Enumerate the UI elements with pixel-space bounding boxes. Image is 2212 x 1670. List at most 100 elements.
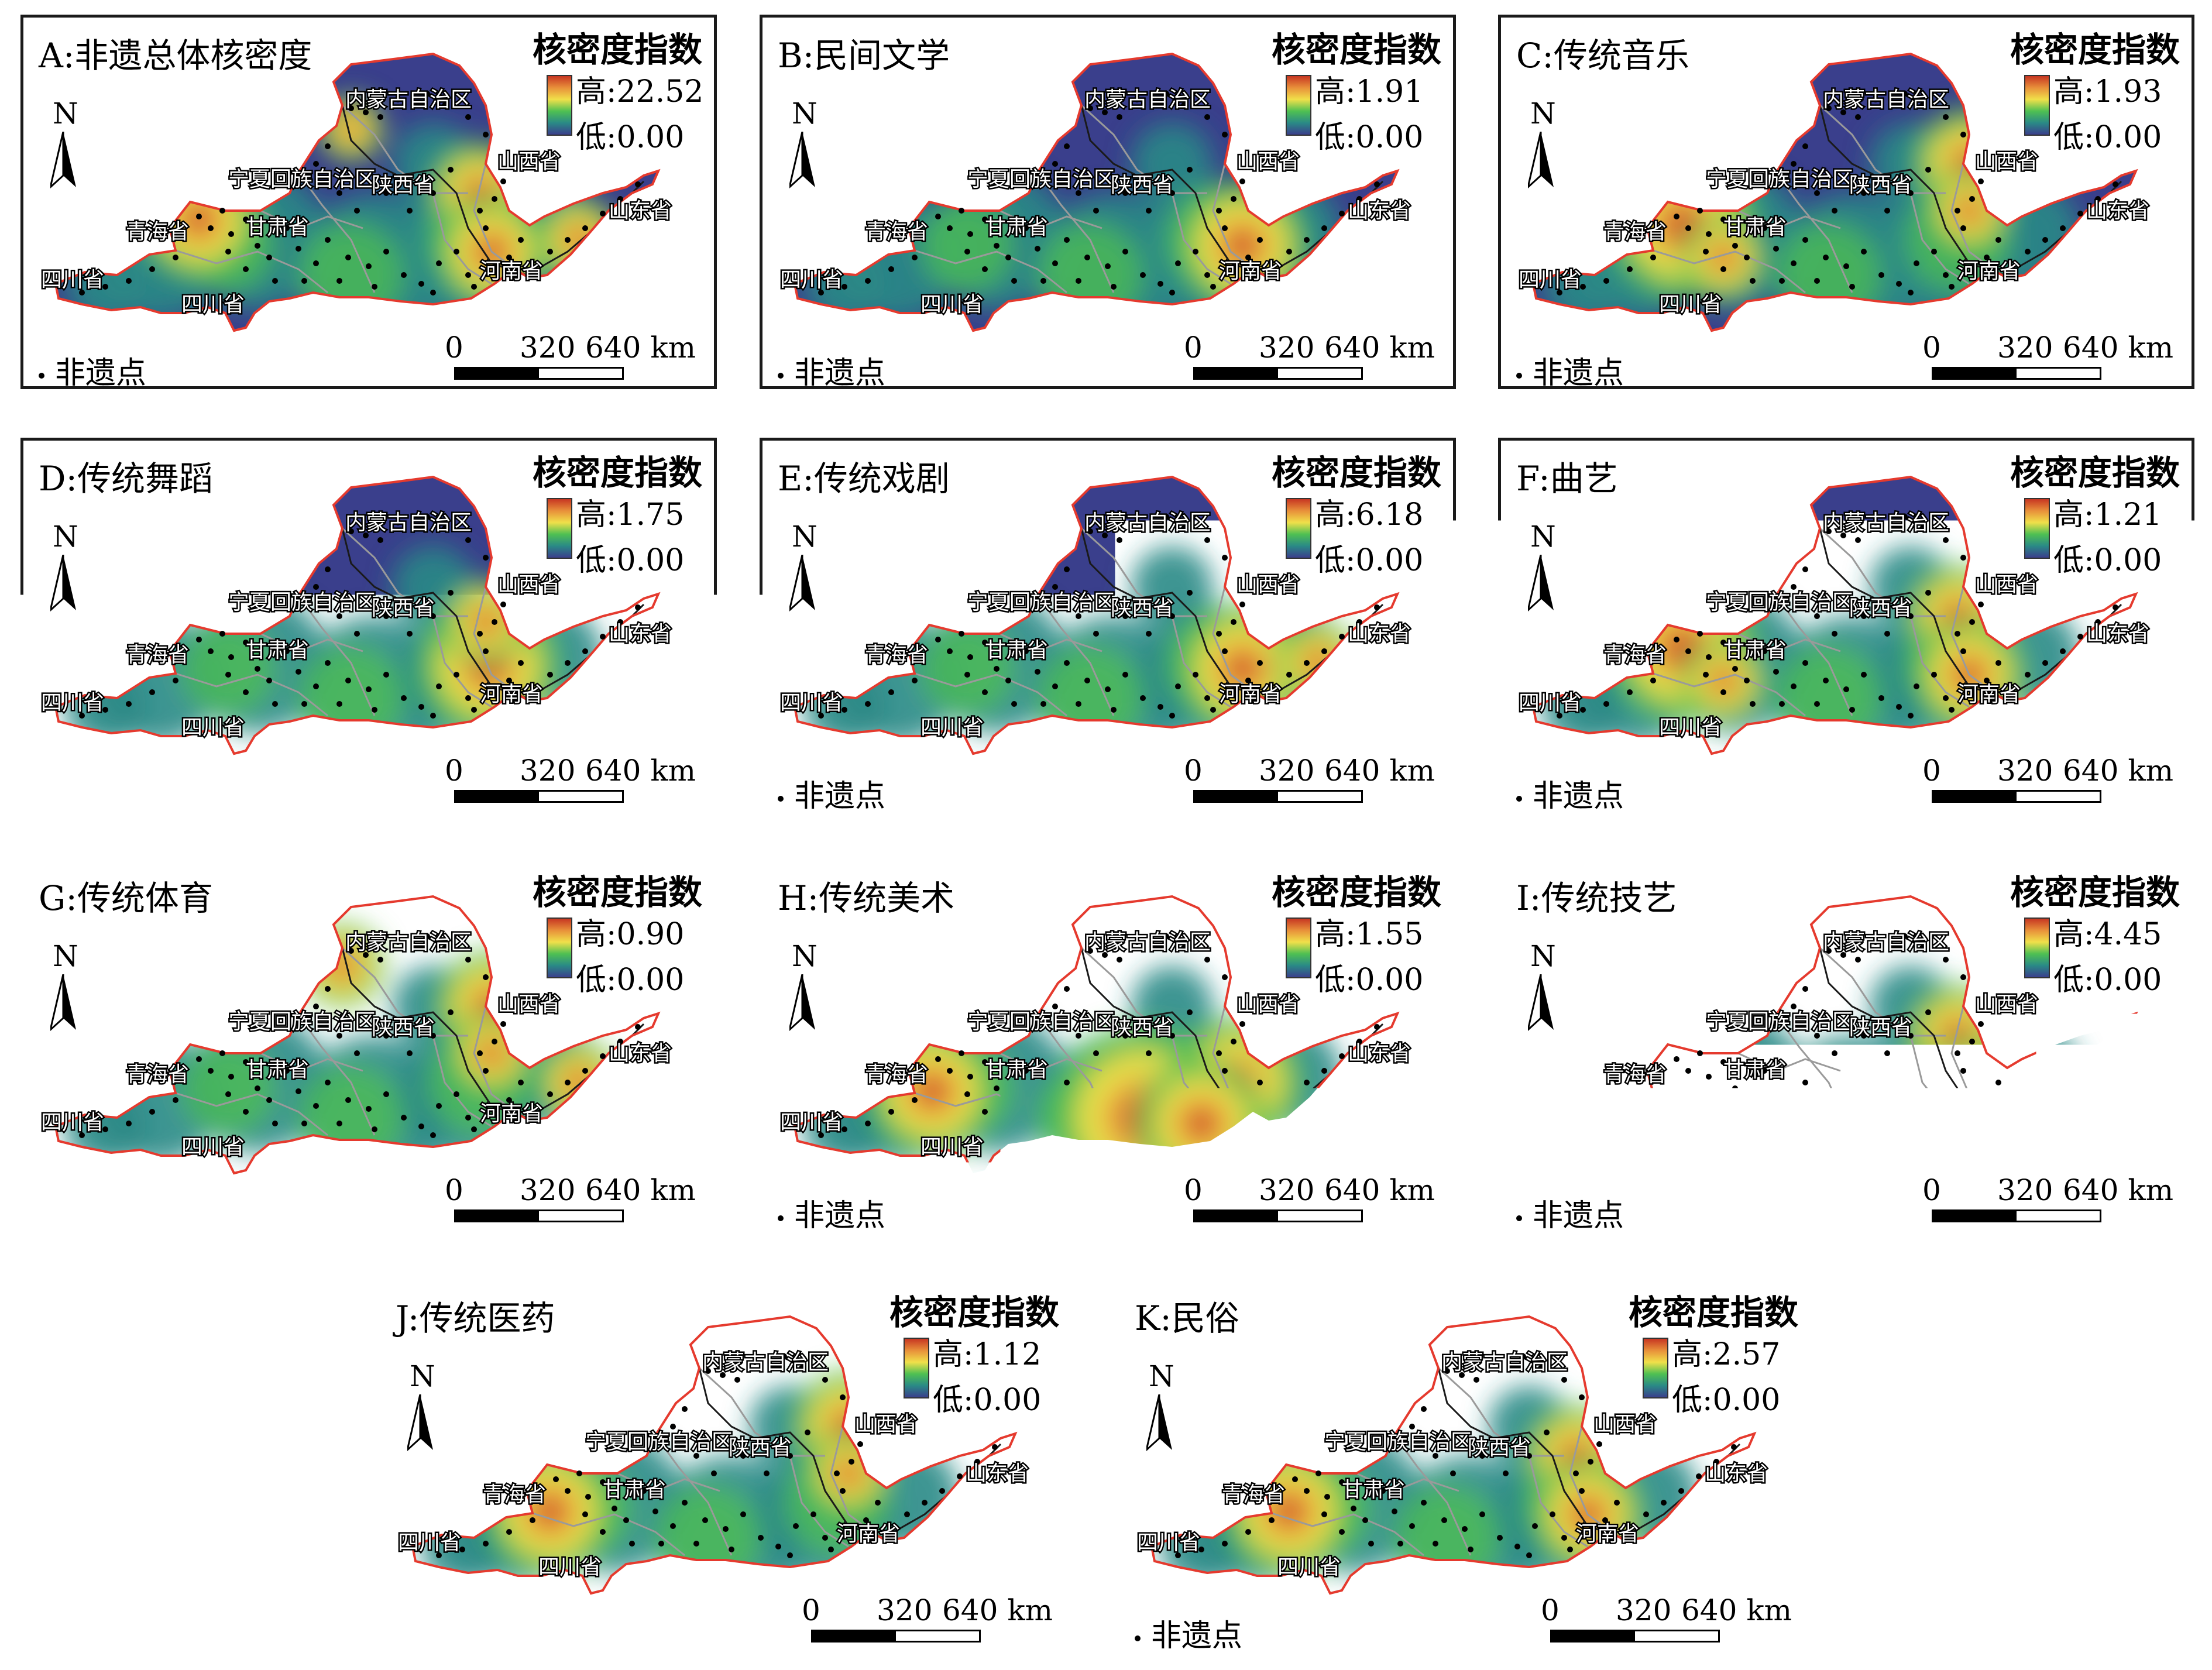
scale-bar: 0 320 640 km <box>1184 331 1371 383</box>
province-label: 河南省 <box>1219 1102 1282 1126</box>
province-label: 陕西省 <box>372 173 435 197</box>
province-label: 青海省 <box>1603 643 1667 667</box>
province-label: 四川省 <box>1519 691 1582 715</box>
map-panel: 内蒙古自治区 山西省 宁夏回族自治区 陕西省 山东省 青海省 甘肃省 河南省 四川省 四川省 J:传… <box>377 1277 1074 1652</box>
province-label: 陕西省 <box>1111 173 1174 197</box>
color-ramp <box>2024 75 2050 136</box>
scale-bar: 0 320 640 km <box>445 331 632 383</box>
province-label: 陕西省 <box>1849 1016 1912 1040</box>
legend-title: 核密度指数 <box>1272 445 1441 494</box>
province-label: 青海省 <box>865 220 928 244</box>
scale-label-max: 640 km <box>585 331 696 365</box>
panel-title: G:传统体育 <box>39 871 213 920</box>
density-legend: 核密度指数 高:6.18 低:0.00 <box>1272 445 1453 580</box>
scale-label-0: 0 <box>445 331 463 365</box>
province-label: 四川省 <box>1277 1555 1341 1579</box>
province-label: 宁夏回族自治区 <box>967 167 1115 191</box>
north-label: N <box>53 97 78 130</box>
density-legend: 核密度指数 高:1.12 低:0.00 <box>889 1285 1071 1420</box>
density-legend: 核密度指数 高:22.52 低:0.00 <box>533 22 714 157</box>
legend-title: 核密度指数 <box>533 445 702 494</box>
province-label: 青海省 <box>126 220 189 244</box>
province-label: 宁夏回族自治区 <box>967 590 1115 614</box>
province-label: 四川省 <box>41 268 104 292</box>
legend-low-label: 低:0.00 <box>576 535 684 579</box>
legend-title: 核密度指数 <box>2010 22 2180 71</box>
legend-low-label: 低:0.00 <box>2053 955 2162 999</box>
province-label: 四川省 <box>920 1135 984 1159</box>
north-label: N <box>792 939 818 973</box>
scale-bar-graphic <box>454 790 624 803</box>
points-legend: 非遗点 <box>39 348 146 389</box>
panel-title: J:传统医药 <box>396 1291 555 1340</box>
legend-title: 核密度指数 <box>2010 865 2180 914</box>
points-legend: 非遗点 <box>396 1611 503 1652</box>
scale-label-max: 640 km <box>942 1593 1053 1627</box>
points-legend: 非遗点 <box>1516 771 1624 812</box>
panel-title: E:传统戏剧 <box>778 451 950 500</box>
scale-bar-graphic <box>1932 1209 2101 1222</box>
density-legend: 核密度指数 高:1.75 低:0.00 <box>533 445 714 580</box>
province-label: 宁夏回族自治区 <box>1706 1010 1853 1034</box>
north-arrow-icon: N <box>46 520 92 619</box>
panel-title: F:曲艺 <box>1516 451 1618 500</box>
color-ramp <box>1286 75 1311 136</box>
province-label: 四川省 <box>1137 1531 1200 1555</box>
scale-label-max: 640 km <box>1681 1593 1792 1627</box>
province-label: 甘肃省 <box>1342 1478 1405 1502</box>
panel-title: H:传统美术 <box>778 871 954 920</box>
legend-title: 核密度指数 <box>533 22 702 71</box>
province-label: 青海省 <box>483 1483 546 1507</box>
province-label: 河南省 <box>837 1522 900 1546</box>
province-label: 陕西省 <box>1849 596 1912 620</box>
province-label: 山东省 <box>2086 1042 2149 1066</box>
points-legend: 非遗点 <box>1135 1611 1242 1652</box>
color-ramp <box>2024 498 2050 559</box>
province-label: 青海省 <box>1603 1063 1667 1087</box>
province-label: 青海省 <box>126 1063 189 1087</box>
points-legend: 非遗点 <box>39 771 146 812</box>
legend-title: 核密度指数 <box>1272 22 1441 71</box>
scale-label-0: 0 <box>1922 1173 1941 1207</box>
province-label: 四川省 <box>1659 716 1722 740</box>
province-label: 甘肃省 <box>246 1058 309 1082</box>
north-arrow-icon: N <box>46 97 92 196</box>
scale-bar: 0 320 640 km <box>1184 1173 1371 1226</box>
scale-label-max: 640 km <box>1324 1173 1435 1207</box>
scale-label-max: 640 km <box>1324 754 1435 788</box>
scale-bar: 0 320 640 km <box>1922 754 2110 806</box>
scale-bar-graphic <box>1932 367 2101 380</box>
scale-label-0: 0 <box>445 754 463 788</box>
province-label: 四川省 <box>181 293 245 317</box>
province-label: 甘肃省 <box>985 215 1048 239</box>
scale-bar: 0 320 640 km <box>445 754 632 806</box>
legend-high-label: 高:1.12 <box>933 1329 1041 1373</box>
scale-label-mid: 320 <box>877 1593 932 1627</box>
color-ramp <box>547 918 572 978</box>
north-arrow-icon: N <box>1523 97 1570 196</box>
map-panel: 内蒙古自治区 山西省 宁夏回族自治区 陕西省 山东省 青海省 甘肃省 河南省 四川省 四川省 H:传… <box>760 857 1456 1232</box>
color-ramp <box>1286 498 1311 559</box>
scale-label-0: 0 <box>1922 331 1941 365</box>
province-label: 河南省 <box>480 1102 543 1126</box>
province-label: 四川省 <box>41 1111 104 1135</box>
province-label: 四川省 <box>780 1111 843 1135</box>
legend-low-label: 低:0.00 <box>1315 535 1423 579</box>
points-legend: 非遗点 <box>778 348 885 389</box>
north-label: N <box>1530 97 1556 130</box>
province-label: 陕西省 <box>729 1436 792 1460</box>
province-label: 青海省 <box>1222 1483 1285 1507</box>
province-label: 内蒙古自治区 <box>1084 88 1211 112</box>
province-label: 内蒙古自治区 <box>1441 1351 1568 1375</box>
point-symbol-icon <box>39 796 44 802</box>
province-label: 陕西省 <box>372 596 435 620</box>
density-legend: 核密度指数 高:1.55 低:0.00 <box>1272 865 1453 999</box>
points-legend: 非遗点 <box>1516 348 1624 389</box>
province-label: 内蒙古自治区 <box>1084 511 1211 535</box>
legend-low-label: 低:0.00 <box>1315 112 1423 156</box>
north-arrow-icon: N <box>46 939 92 1039</box>
province-label: 宁夏回族自治区 <box>228 1010 376 1034</box>
north-arrow-icon: N <box>1523 520 1570 619</box>
province-label: 四川省 <box>780 268 843 292</box>
map-panel: 内蒙古自治区 山西省 宁夏回族自治区 陕西省 山东省 青海省 甘肃省 河南省 四川省 四川省 G:传… <box>20 857 717 1232</box>
